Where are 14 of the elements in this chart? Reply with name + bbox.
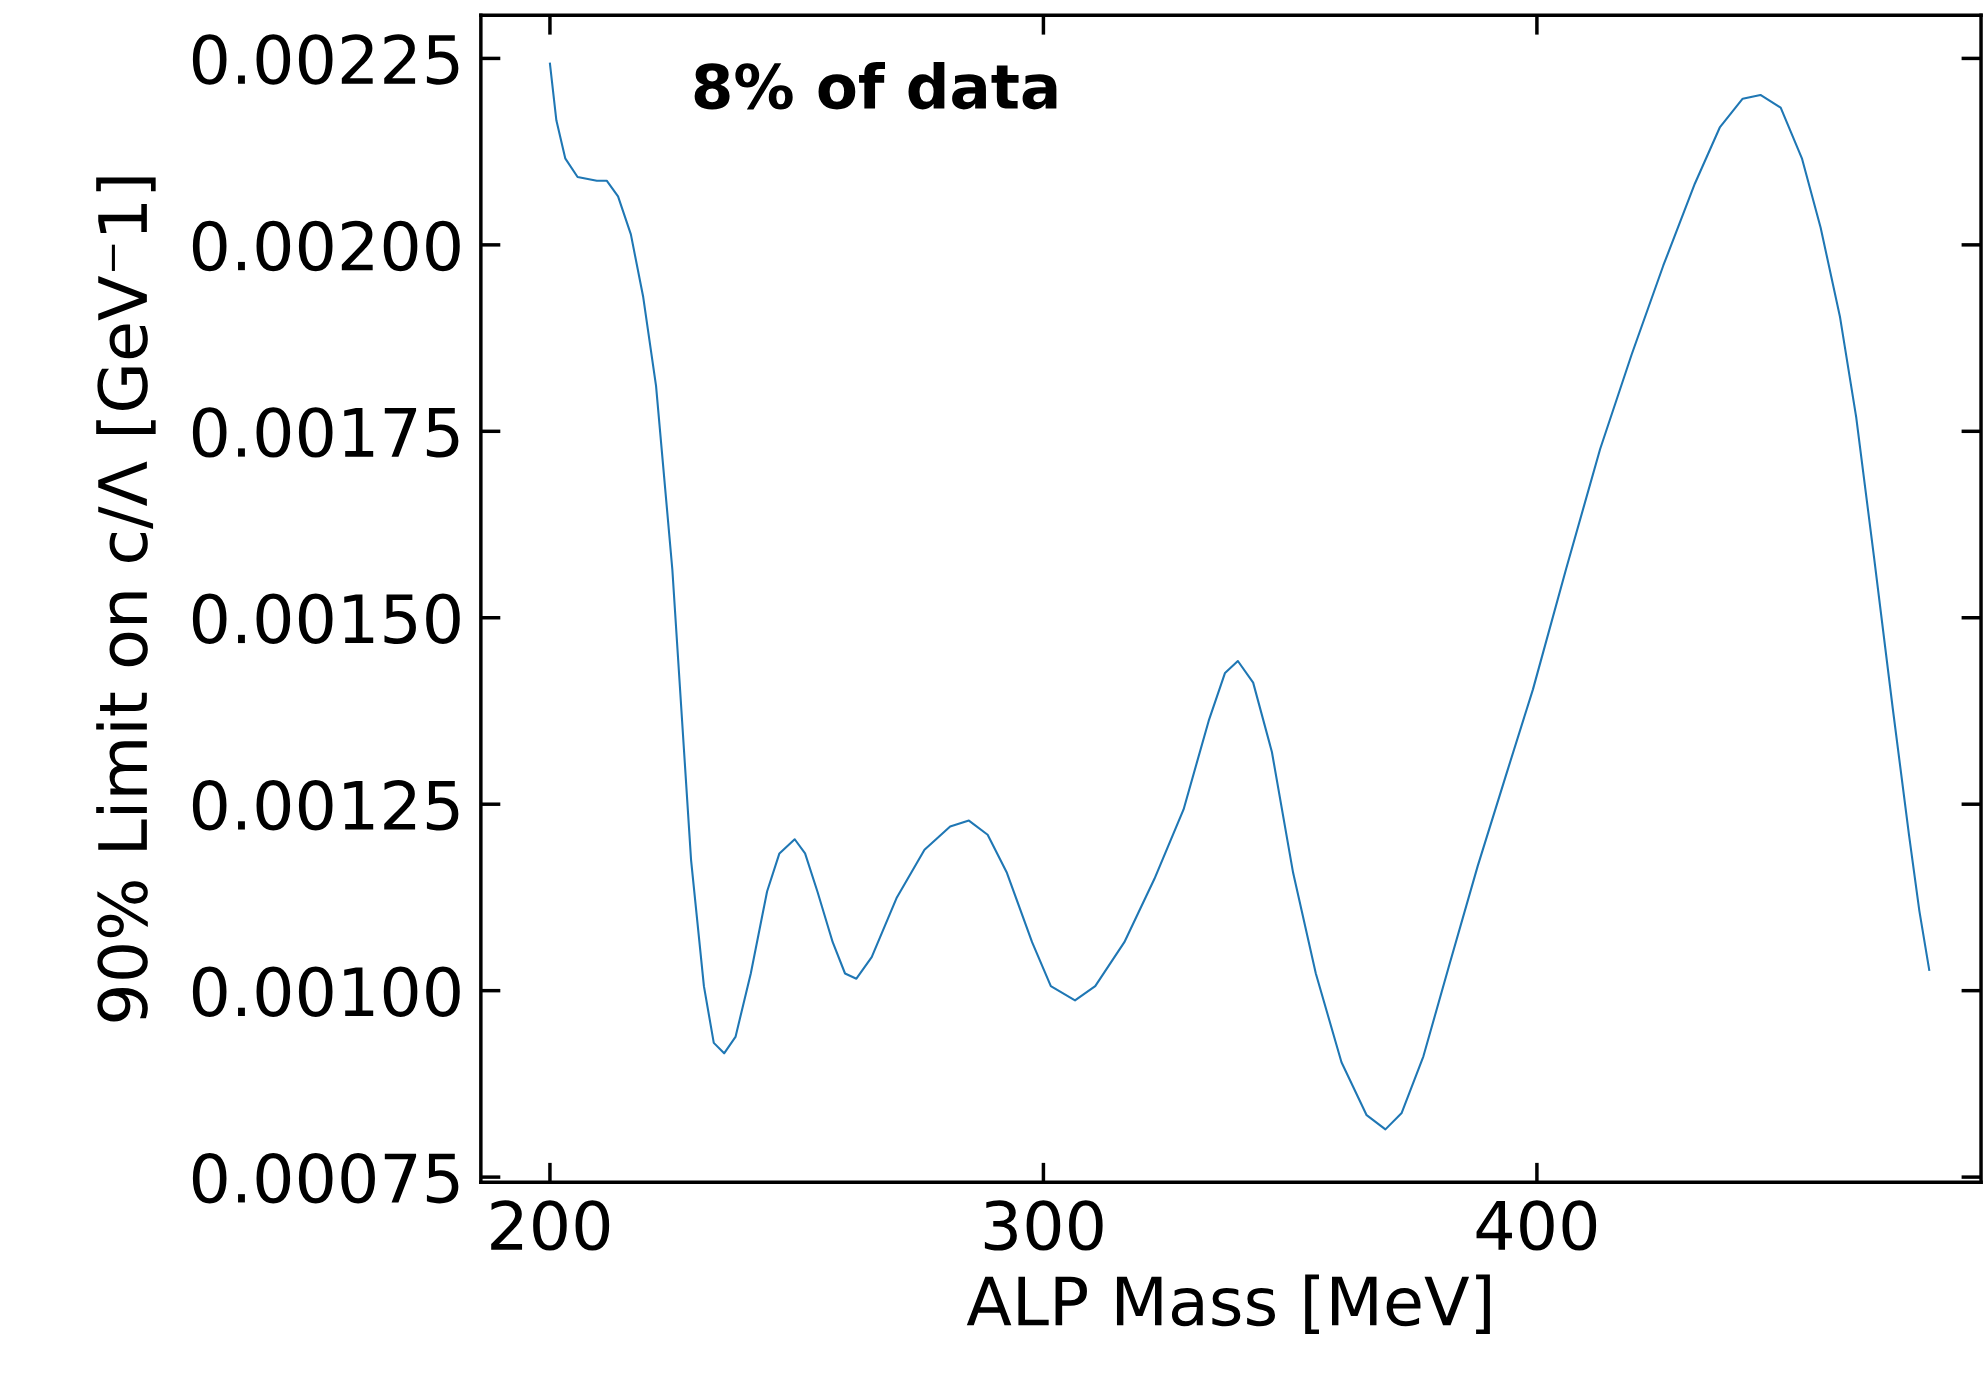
y-tick-label: 0.00175 — [192, 407, 459, 458]
annotation: 8% of data — [694, 62, 1057, 110]
y-tick-label: 0.00150 — [192, 593, 460, 645]
x-tick-label: 400 — [1476, 1200, 1597, 1251]
y-tick-label: 0.00100 — [192, 966, 460, 1017]
y-tick-label: 0.00125 — [192, 780, 459, 831]
x-tick-label: 300 — [984, 1200, 1103, 1251]
y-tick-label: 0.00200 — [192, 220, 460, 272]
y-tick-label: 0.00225 — [192, 34, 459, 85]
x-axis-title: ALP Mass [MeV] — [966, 1274, 1490, 1335]
line-series — [548, 62, 1931, 1131]
x-tick-label: 200 — [491, 1200, 610, 1251]
y-tick-label: 0.00075 — [192, 1152, 459, 1204]
y-axis-title: 90% Limit on c/Λ [GeV⁻1] — [96, 177, 156, 1022]
